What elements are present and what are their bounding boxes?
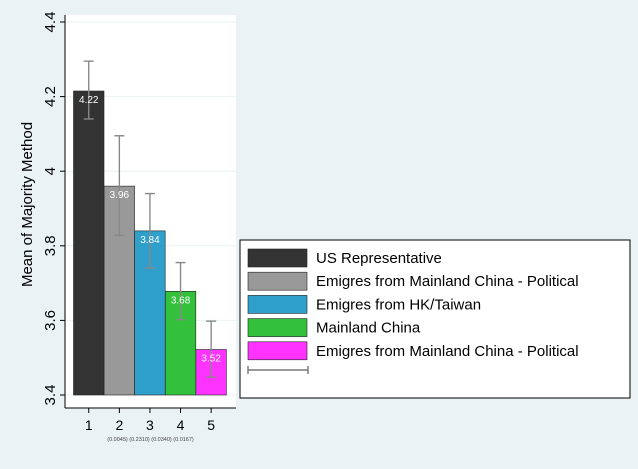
legend-label: Emigres from Mainland China - Political xyxy=(316,273,579,290)
legend-swatch xyxy=(247,318,308,337)
x-tick-label: 2 xyxy=(115,417,123,433)
x-tick-label: 3 xyxy=(146,417,154,433)
x-tick-label: 4 xyxy=(177,417,185,433)
x-tick-label: 1 xyxy=(85,417,93,433)
bar-value-label: 3.52 xyxy=(201,353,221,364)
legend-swatch xyxy=(247,295,308,314)
y-tick-label: 3.8 xyxy=(42,235,59,256)
y-tick-label: 4 xyxy=(42,167,59,175)
bar-value-label: 4.22 xyxy=(79,95,99,106)
bar-value-label: 3.68 xyxy=(171,295,191,306)
legend-label: Mainland China xyxy=(316,320,421,337)
bar xyxy=(73,90,105,396)
bar-value-label: 3.84 xyxy=(140,235,160,246)
legend-swatch xyxy=(247,341,308,361)
legend-swatch xyxy=(247,271,308,291)
legend-label: Emigres from HK/Taiwan xyxy=(316,296,481,313)
y-tick-label: 3.4 xyxy=(42,385,59,406)
legend-swatch xyxy=(247,248,308,268)
y-tick-label: 4.2 xyxy=(42,86,59,107)
legend-label: US Representative xyxy=(316,250,442,267)
y-tick-label: 4.4 xyxy=(42,12,59,33)
legend-label: Emigres from Mainland China - Political xyxy=(316,343,579,360)
x-sublabel: (0.0045) (0.2310) (0.0340) (0.0167) xyxy=(107,437,194,443)
x-tick-label: 5 xyxy=(207,417,215,433)
y-axis-title: Mean of Majority Method xyxy=(19,122,36,287)
y-tick-label: 3.6 xyxy=(42,310,59,331)
bar-value-label: 3.96 xyxy=(110,190,130,201)
